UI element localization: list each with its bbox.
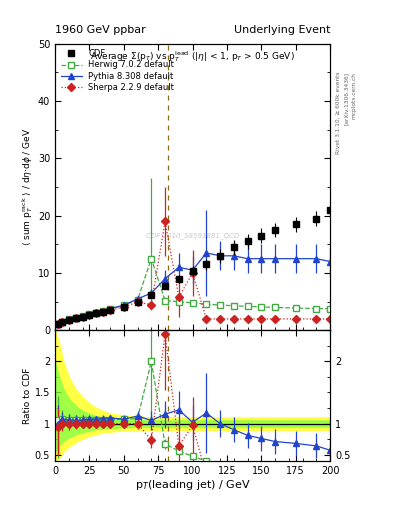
Y-axis label: Ratio to CDF: Ratio to CDF	[23, 368, 32, 424]
Y-axis label: $\langle$ sum p$_T^{\rm rack}$ $\rangle$ / d$\eta$$\cdot$d$\phi$ / GeV: $\langle$ sum p$_T^{\rm rack}$ $\rangle$…	[20, 128, 35, 246]
Legend: CDF, Herwig 7.0.2 default, Pythia 8.308 default, Sherpa 2.2.9 default: CDF, Herwig 7.0.2 default, Pythia 8.308 …	[59, 48, 176, 93]
Text: Rivet 3.1.10, ≥ 600k events: Rivet 3.1.10, ≥ 600k events	[336, 72, 341, 154]
Text: Underlying Event: Underlying Event	[233, 25, 330, 35]
Text: CDF 2010_S8591881_QCD: CDF 2010_S8591881_QCD	[146, 232, 239, 239]
X-axis label: p$_T$(leading jet) / GeV: p$_T$(leading jet) / GeV	[135, 478, 250, 493]
Text: 1960 GeV ppbar: 1960 GeV ppbar	[55, 25, 146, 35]
Text: mcplots.cern.ch: mcplots.cern.ch	[352, 72, 357, 119]
Text: [arXiv:1306.3436]: [arXiv:1306.3436]	[344, 72, 349, 125]
Text: Average $\Sigma$(p$_T$) vs p$_T^{\rm lead}$ (|$\eta$| < 1, p$_T$ > 0.5 GeV): Average $\Sigma$(p$_T$) vs p$_T^{\rm lea…	[90, 49, 295, 64]
